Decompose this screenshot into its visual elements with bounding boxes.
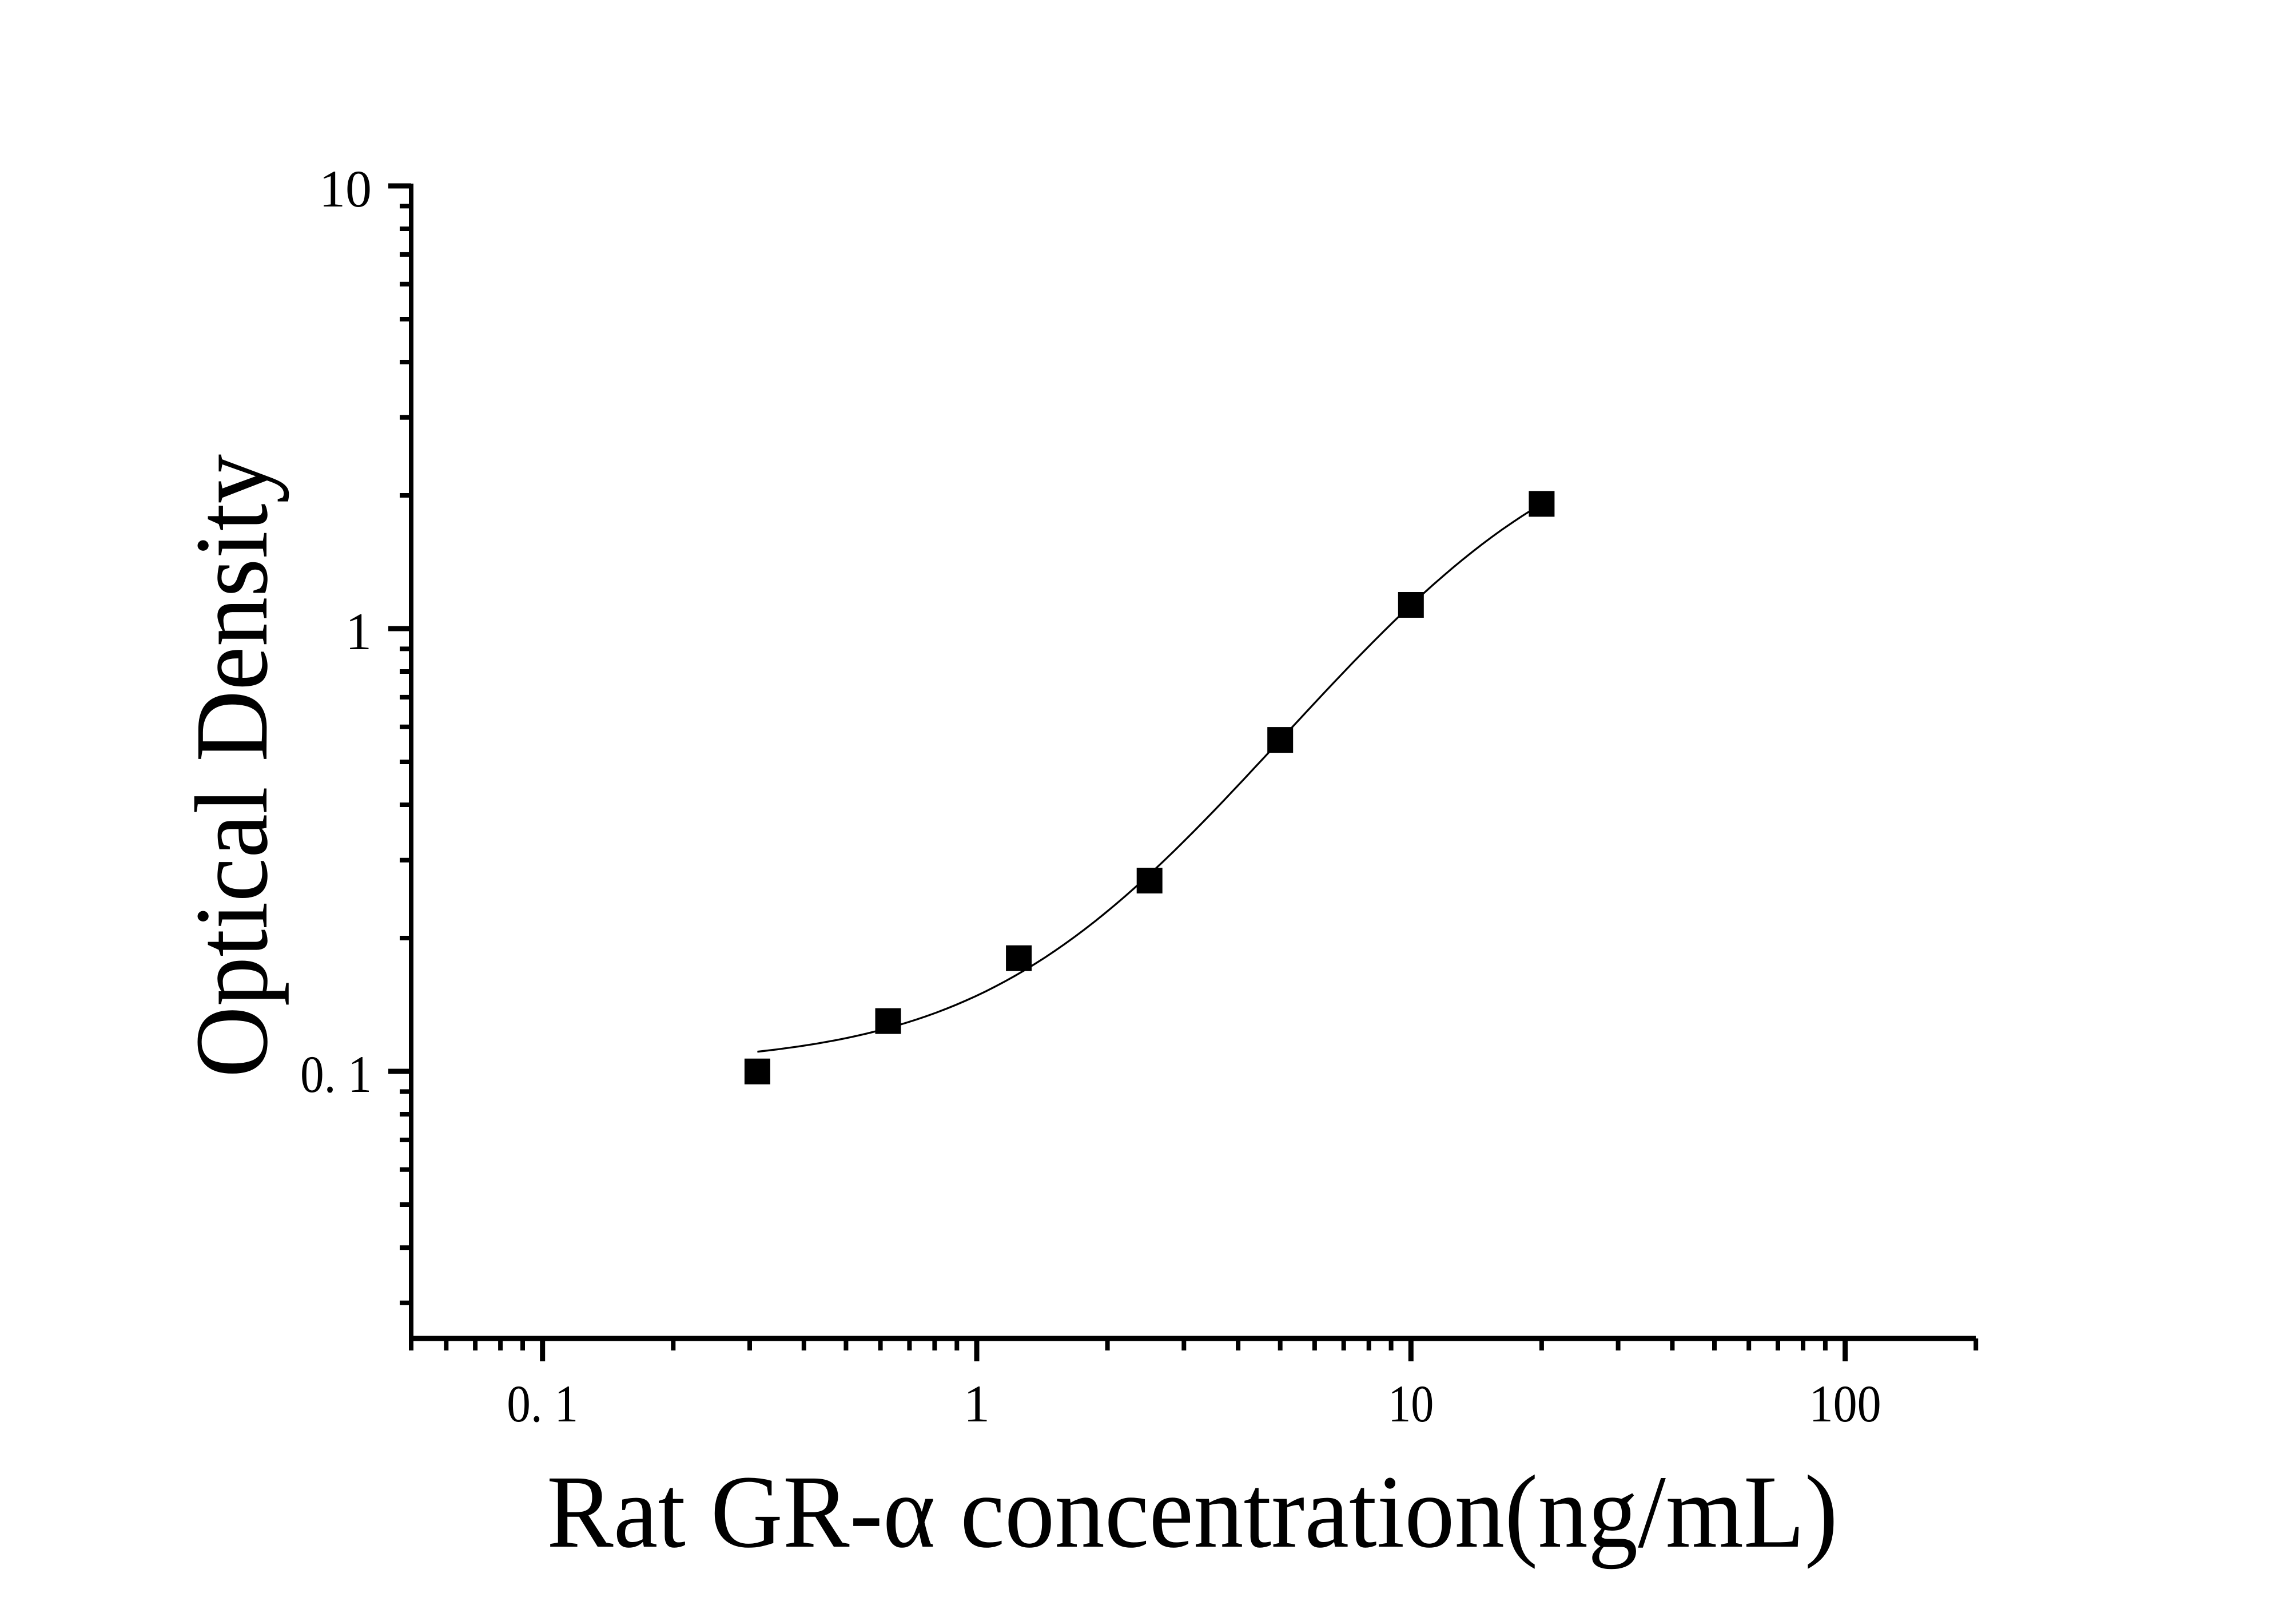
svg-text:10: 10 [319, 160, 372, 218]
svg-text:Rat GR-α concentration(ng/mL): Rat GR-α concentration(ng/mL) [547, 1455, 1838, 1570]
svg-text:10: 10 [1388, 1374, 1434, 1433]
svg-text:100: 100 [1809, 1374, 1881, 1433]
svg-text:0. 1: 0. 1 [300, 1045, 372, 1103]
svg-text:0. 1: 0. 1 [507, 1374, 578, 1433]
svg-text:1: 1 [964, 1374, 990, 1433]
svg-text:Optical Density: Optical Density [174, 454, 289, 1078]
svg-text:1: 1 [345, 602, 372, 661]
